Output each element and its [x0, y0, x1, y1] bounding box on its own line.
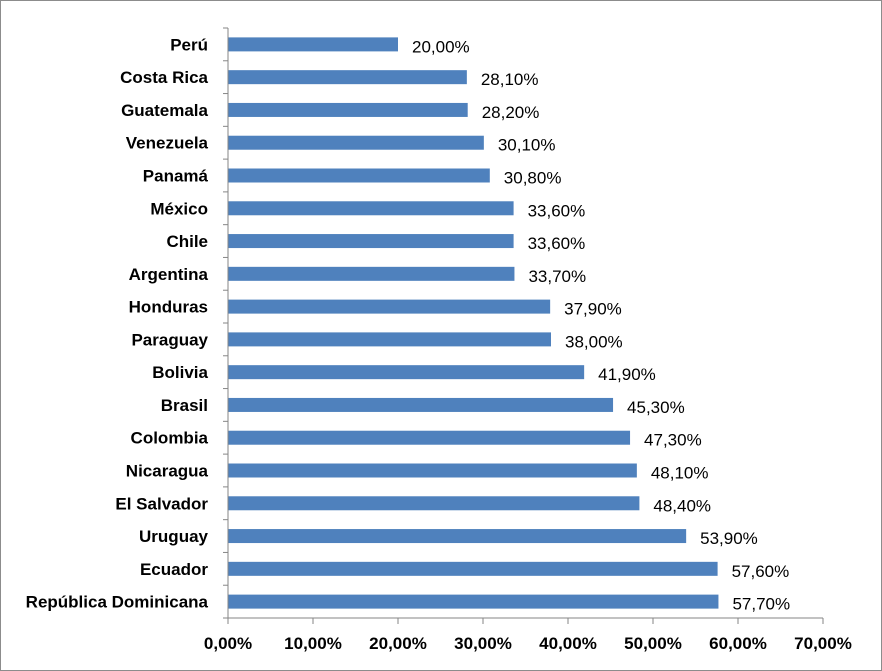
- category-label: Paraguay: [131, 330, 208, 349]
- bar: [228, 201, 514, 216]
- category-label: Bolivia: [152, 363, 208, 382]
- bar: [228, 135, 484, 150]
- category-label: Uruguay: [139, 527, 209, 546]
- data-label: 30,10%: [498, 136, 556, 155]
- data-label: 33,60%: [528, 234, 586, 253]
- category-label: Nicaragua: [126, 462, 209, 481]
- data-label: 47,30%: [644, 431, 702, 450]
- x-tick-label: 0,00%: [204, 634, 252, 653]
- bar: [228, 234, 514, 249]
- data-label: 20,00%: [412, 37, 470, 56]
- x-axis-ticks: 0,00% 10,00% 20,00% 30,00% 40,00% 50,00% 60,00…: [204, 618, 852, 653]
- bar: [228, 397, 614, 412]
- bar: [228, 299, 551, 314]
- bar: [228, 561, 718, 576]
- data-label: 48,40%: [653, 496, 711, 515]
- category-label: Costa Rica: [120, 68, 208, 87]
- data-label: 38,00%: [565, 332, 623, 351]
- value-labels: 20,00% 28,10% 28,20% 30,10% 30,80% 33,60% 33,6…: [412, 37, 790, 613]
- category-label: Honduras: [129, 298, 208, 317]
- data-label: 57,70%: [732, 595, 790, 614]
- bar: [228, 529, 687, 544]
- data-label: 28,10%: [481, 70, 539, 89]
- data-label: 33,70%: [528, 267, 586, 286]
- category-label: México: [150, 199, 208, 218]
- x-tick-label: 30,00%: [454, 634, 512, 653]
- bar-group: [228, 37, 719, 609]
- bar: [228, 102, 468, 117]
- bar: [228, 496, 640, 511]
- category-label: Ecuador: [140, 560, 208, 579]
- category-label: Chile: [166, 232, 208, 251]
- bar: [228, 168, 490, 183]
- category-label: República Dominicana: [26, 593, 209, 612]
- data-label: 28,20%: [482, 103, 540, 122]
- data-label: 30,80%: [504, 169, 562, 188]
- bar: [228, 266, 515, 281]
- chart-axes: [223, 27, 823, 619]
- bar: [228, 594, 719, 609]
- data-label: 48,10%: [651, 464, 709, 483]
- category-label: Guatemala: [121, 101, 208, 120]
- bar: [228, 70, 467, 85]
- category-label: Panamá: [143, 167, 209, 186]
- data-label: 41,90%: [598, 365, 656, 384]
- bar: [228, 365, 585, 380]
- category-label: Brasil: [161, 396, 208, 415]
- data-label: 45,30%: [627, 398, 685, 417]
- category-label: Colombia: [131, 429, 209, 448]
- data-label: 53,90%: [700, 529, 758, 548]
- data-label: 57,60%: [732, 562, 790, 581]
- bar: [228, 37, 398, 52]
- data-label: 37,90%: [564, 300, 622, 319]
- x-tick-label: 70,00%: [794, 634, 852, 653]
- bar: [228, 463, 637, 478]
- data-label: 33,60%: [528, 201, 586, 220]
- category-label: Argentina: [129, 265, 209, 284]
- category-label: Venezuela: [126, 134, 209, 153]
- category-label: El Salvador: [115, 494, 208, 513]
- bar: [228, 332, 551, 347]
- x-tick-label: 20,00%: [369, 634, 427, 653]
- x-tick-label: 60,00%: [709, 634, 767, 653]
- category-labels: Perú Costa Rica Guatemala Venezuela Panamá Mé…: [26, 35, 209, 611]
- bar: [228, 430, 631, 445]
- x-tick-label: 40,00%: [539, 634, 597, 653]
- x-tick-label: 10,00%: [284, 634, 342, 653]
- category-label: Perú: [170, 35, 208, 54]
- x-tick-label: 50,00%: [624, 634, 682, 653]
